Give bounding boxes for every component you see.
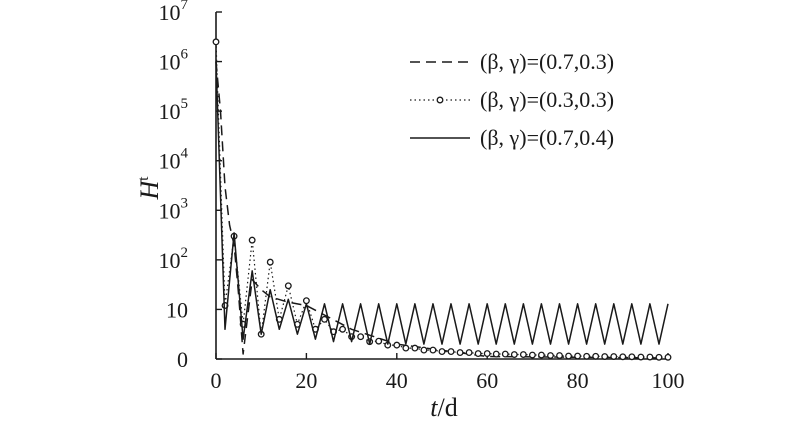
y-axis-title-sup: t [136,176,152,181]
y-tick-exponent: 4 [181,146,189,162]
series-point [601,353,609,360]
x-tick-label: 20 [295,368,317,393]
series-point [411,344,419,352]
y-tick-base: 0 [177,347,188,372]
x-tick-label: 40 [386,368,408,393]
y-tick-base: 10 [159,149,181,174]
series-point [547,352,554,359]
series-point [528,351,536,359]
y-tick-exponent: 5 [181,96,189,112]
series-point [420,346,428,354]
series-point [339,325,347,333]
series-point [483,350,491,357]
series-point [302,297,310,305]
series-point [664,353,672,361]
x-axis-title: t/d [430,393,457,422]
series-point [628,353,636,361]
x-tick-label: 80 [567,368,589,393]
x-axis-title-var: t [430,393,438,422]
x-tick-label: 100 [652,368,685,393]
series-point [465,349,473,357]
legend-item: (β, γ)=(0.3,0.3) [410,87,614,112]
legend-label: (β, γ)=(0.3,0.3) [480,87,614,112]
y-tick-label: 104 [159,146,189,174]
series-point [519,351,527,358]
series-point [447,348,455,356]
x-tick-label: 0 [211,368,222,393]
y-tick-base: 10 [159,198,181,223]
series-point [537,351,545,359]
series-layer [212,38,672,361]
y-tick-base: 10 [166,297,188,322]
y-tick-exponent: 2 [181,245,189,261]
y-tick-base: 10 [159,0,181,25]
series-point [655,353,663,361]
series-point [501,350,509,358]
y-tick-label: 0 [177,347,188,372]
series-point [474,350,482,357]
y-tick-base: 10 [159,248,181,273]
y-axis-title-var: H [135,179,164,200]
series-point [637,353,645,361]
series-point [438,348,446,356]
series-point [619,353,627,361]
x-axis-title-unit: /d [438,393,458,422]
series-point [610,353,618,360]
series-point [565,352,573,360]
y-tick-label: 105 [159,96,189,124]
y-axis-title: Ht [135,176,164,201]
series-point [248,236,256,244]
series-point [574,352,582,360]
legend-item: (β, γ)=(0.7,0.4) [410,125,614,150]
y-tick-label: 10 [166,297,188,322]
y-tick-label: 107 [159,0,189,25]
series-point [583,352,591,360]
series-3 [215,61,669,345]
y-tick-exponent: 7 [181,0,189,13]
series-point [592,352,600,360]
x-tick-label: 60 [476,368,498,393]
y-tick-base: 10 [159,99,181,124]
series-point [429,346,437,354]
y-tick-label: 103 [159,195,189,223]
series-line [215,61,669,345]
y-tick-label: 106 [159,47,189,75]
series-point [375,337,383,345]
series-point [646,353,654,361]
series-point [357,333,365,341]
legend-marker [436,96,444,104]
y-tick-base: 10 [159,50,181,75]
series-point [456,349,464,357]
series-point [556,352,563,359]
series-point [284,282,292,290]
series-point [402,344,410,352]
series-1 [215,61,669,359]
series-line [215,61,669,359]
legend-label: (β, γ)=(0.7,0.3) [480,49,614,74]
legend-item: (β, γ)=(0.7,0.3) [410,49,614,74]
series-point [266,258,274,266]
legend-label: (β, γ)=(0.7,0.4) [480,125,614,150]
y-tick-exponent: 6 [181,47,189,63]
legend: (β, γ)=(0.7,0.3) (β, γ)=(0.3,0.3) (β, γ)=(… [410,49,614,150]
series-point [212,38,220,46]
series-point [393,341,401,349]
series-point [492,350,500,358]
y-tick-label: 102 [159,245,189,273]
series-point [510,351,518,358]
y-tick-exponent: 3 [181,195,189,211]
series-point [321,315,328,323]
